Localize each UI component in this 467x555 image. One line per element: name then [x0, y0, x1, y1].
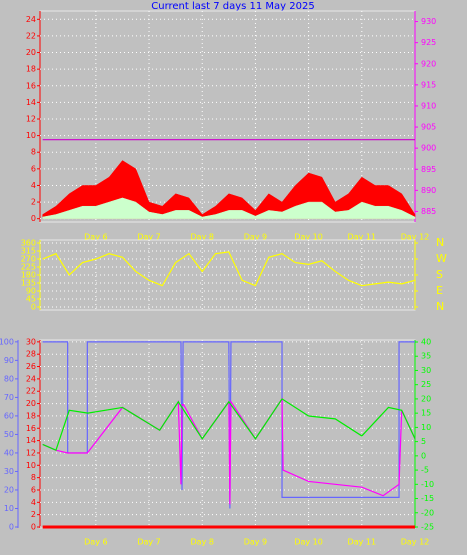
y-tick-label: 14: [26, 98, 36, 107]
area: [42, 197, 416, 219]
line: [42, 398, 416, 451]
x-tick-label: Day 8: [191, 233, 214, 242]
y-tick-label: 5: [421, 437, 426, 446]
y-tick-label: 18: [26, 65, 36, 74]
y-tick-label: 8: [31, 473, 36, 482]
y-tick-label: 10: [4, 504, 14, 513]
y-tick-label: 895: [421, 165, 436, 174]
x-tick-label: Day 10: [294, 538, 323, 547]
y-tick-label: 22: [26, 387, 36, 396]
y-tick-label: 18: [26, 411, 36, 420]
y-tick-label: 40: [4, 448, 14, 457]
y-tick-label: 900: [421, 144, 436, 153]
y-tick-label: 45: [26, 294, 36, 303]
y-tick-label: 24: [26, 15, 36, 24]
y-tick-label: 885: [421, 207, 436, 216]
line: [42, 251, 416, 287]
y-tick-label: 905: [421, 123, 436, 132]
y-tick-label: 26: [26, 362, 36, 371]
y-tick-label: 4: [31, 181, 36, 190]
x-tick-label: Day 11: [348, 538, 377, 547]
y-tick-label: 0: [9, 523, 14, 532]
y-tick-label: 10: [26, 131, 36, 140]
y-tick-label: 30: [4, 467, 14, 476]
y-tick-label: 20: [4, 485, 14, 494]
y-tick-label: 890: [421, 186, 436, 195]
y-tick-label: 2: [31, 510, 36, 519]
y-tick-label: 315: [21, 247, 36, 256]
y-tick-label: 10: [26, 461, 36, 470]
y-tick-label: 920: [421, 59, 436, 68]
y-tick-label: 360: [21, 239, 36, 248]
y-tick-label: 12: [26, 448, 36, 457]
y-tick-label: 930: [421, 17, 436, 26]
y-tick-label: 40: [421, 337, 431, 346]
y-tick-label: 22: [26, 31, 36, 40]
y-tick-label: 16: [26, 81, 36, 90]
y-tick-label: 0: [31, 302, 36, 311]
y-tick-label: 35: [421, 352, 431, 361]
y-tick-label: 6: [31, 164, 36, 173]
y-tick-label: 6: [31, 485, 36, 494]
chart-title: Current last 7 days 11 May 2025: [151, 1, 314, 12]
y-tick-label: 20: [421, 394, 431, 403]
x-tick-label: Day 10: [294, 233, 323, 242]
y-tick-label: 0: [421, 451, 426, 460]
y-tick-label: -20: [421, 508, 434, 517]
y-tick-label: 80: [4, 374, 14, 383]
x-tick-label: Day 12: [401, 538, 430, 547]
y-tick-label: 28: [26, 350, 36, 359]
x-tick-label: Day 8: [191, 538, 214, 547]
y-tick-label: 225: [21, 263, 36, 272]
y-tick-label: 10: [421, 423, 431, 432]
y-tick-label: 270: [21, 255, 36, 264]
y-tick-label: 14: [26, 436, 36, 445]
y-tick-label: 180: [21, 271, 36, 280]
y-tick-label: 24: [26, 374, 36, 383]
y-tick-label: 90: [26, 286, 36, 295]
y-tick-label: 90: [4, 356, 14, 365]
y-tick-label: 100: [0, 337, 14, 346]
y-tick-label: 25: [421, 380, 431, 389]
y-tick-label: 20: [26, 399, 36, 408]
y-tick-label: 50: [4, 430, 14, 439]
y-tick-label: 70: [4, 393, 14, 402]
y-tick-label: W: [436, 252, 447, 265]
y-tick-label: 925: [421, 38, 436, 47]
y-tick-label: 30: [26, 337, 36, 346]
y-tick-label: 8: [31, 148, 36, 157]
y-tick-label: 12: [26, 114, 36, 123]
y-tick-label: -15: [421, 494, 434, 503]
y-tick-label: 910: [421, 101, 436, 110]
y-tick-label: 20: [26, 48, 36, 57]
y-tick-label: 0: [31, 523, 36, 532]
y-tick-label: -5: [421, 466, 429, 475]
y-tick-label: 30: [421, 366, 431, 375]
x-tick-label: Day 7: [137, 233, 160, 242]
y-tick-label: N: [436, 300, 444, 313]
y-tick-label: 4: [31, 498, 36, 507]
x-tick-label: Day 7: [137, 538, 160, 547]
y-tick-label: E: [436, 284, 443, 297]
line: [42, 396, 416, 505]
x-tick-label: Day 6: [84, 233, 107, 242]
y-tick-label: 60: [4, 411, 14, 420]
x-tick-label: Day 9: [244, 538, 267, 547]
y-tick-label: 16: [26, 424, 36, 433]
y-tick-label: 915: [421, 80, 436, 89]
y-tick-label: -10: [421, 480, 434, 489]
x-tick-label: Day 11: [348, 233, 377, 242]
y-tick-label: -25: [421, 523, 434, 532]
y-tick-label: S: [436, 268, 443, 281]
y-tick-label: 0: [31, 214, 36, 223]
x-tick-label: Day 12: [401, 233, 430, 242]
y-tick-label: 2: [31, 198, 36, 207]
y-tick-label: N: [436, 236, 444, 249]
y-tick-label: 15: [421, 409, 431, 418]
y-tick-label: 135: [21, 278, 36, 287]
x-tick-label: Day 9: [244, 233, 267, 242]
x-tick-label: Day 6: [84, 538, 107, 547]
